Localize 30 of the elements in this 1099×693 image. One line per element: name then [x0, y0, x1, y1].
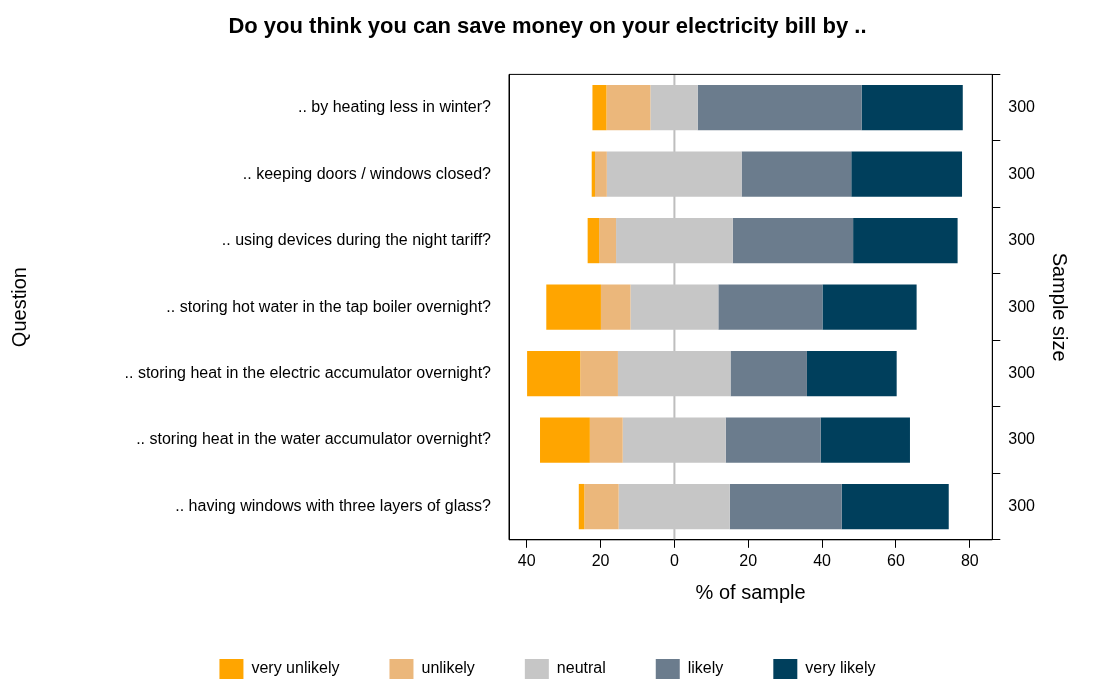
x-tick-label: 40: [517, 551, 536, 569]
x-tick-label: 20: [739, 551, 758, 569]
chart-title: Do you think you can save money on your electricity bill by ..: [228, 13, 867, 39]
y2-tick-label: 300: [1008, 496, 1036, 514]
y-tick-label: .. keeping doors / windows closed?: [242, 164, 492, 182]
x-tick-label: 60: [887, 551, 905, 569]
y-tick-label: .. by heating less in winter?: [298, 98, 492, 116]
x-tick-label: 20: [591, 551, 610, 569]
x-tick-label: 80: [960, 551, 979, 569]
y-tick-label: .. storing heat in the electric accumulator overnight?: [124, 363, 492, 381]
y2-tick-label: 300: [1008, 164, 1036, 182]
y-tick-label: .. using devices during the night tariff?: [221, 231, 492, 249]
y2-tick-label: 300: [1008, 363, 1036, 381]
legend-label: unlikely: [421, 659, 475, 677]
x-tick-label: 0: [669, 551, 679, 569]
y-axis-title: Question: [7, 267, 30, 348]
y2-tick-label: 300: [1008, 98, 1036, 116]
legend-label: neutral: [556, 659, 606, 677]
x-axis-title: % of sample: [695, 580, 806, 603]
x-tick-label: 40: [813, 551, 832, 569]
y2-tick-label: 300: [1008, 430, 1036, 448]
y2-tick-label: 300: [1008, 297, 1036, 315]
y-tick-label: .. storing heat in the water accumulator overnight?: [136, 430, 492, 448]
legend-label: very likely: [805, 659, 876, 677]
y-tick-label: .. storing hot water in the tap boiler overnight?: [166, 297, 492, 315]
legend-label: likely: [687, 659, 724, 677]
y2-axis-title: Sample size: [1049, 252, 1072, 362]
y-tick-label: .. having windows with three layers of glass?: [175, 496, 492, 514]
legend-label: very unlikely: [251, 659, 340, 677]
y2-tick-label: 300: [1008, 231, 1036, 249]
